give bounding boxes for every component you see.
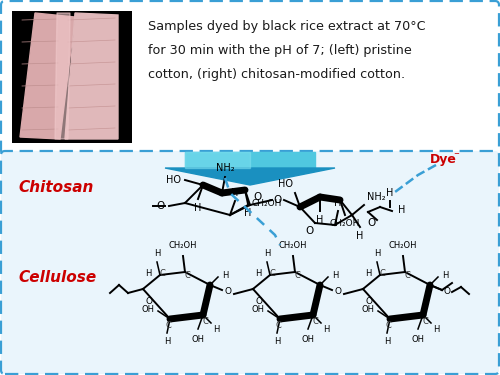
Text: OH: OH — [252, 304, 265, 313]
Text: H: H — [194, 203, 202, 213]
Text: Samples dyed by black rice extract at 70°C
for 30 min with the pH of 7; (left) p: Samples dyed by black rice extract at 70… — [148, 20, 425, 81]
Text: H: H — [323, 325, 330, 334]
Text: C: C — [275, 321, 281, 330]
Text: CH₂OH: CH₂OH — [389, 241, 417, 250]
Text: ⁻: ⁻ — [453, 151, 459, 161]
Text: H: H — [316, 215, 324, 225]
Text: O: O — [334, 288, 342, 297]
Text: O: O — [255, 297, 262, 306]
Text: OH: OH — [192, 335, 204, 344]
Text: NH₂: NH₂ — [367, 192, 386, 202]
Text: H: H — [384, 337, 390, 346]
FancyBboxPatch shape — [12, 11, 132, 143]
Polygon shape — [20, 13, 75, 139]
Text: C: C — [379, 268, 385, 278]
Text: O: O — [145, 297, 152, 306]
Text: H: H — [374, 249, 380, 258]
Text: CH₂OH: CH₂OH — [169, 241, 197, 250]
Polygon shape — [165, 168, 335, 185]
Text: O: O — [367, 218, 375, 228]
Text: C: C — [165, 321, 171, 330]
Text: C: C — [404, 272, 410, 280]
FancyBboxPatch shape — [1, 151, 499, 374]
Text: H: H — [264, 249, 270, 258]
Text: H: H — [255, 268, 261, 278]
Text: OH: OH — [412, 335, 424, 344]
Text: O: O — [254, 192, 262, 202]
Text: O: O — [157, 201, 165, 211]
Text: H: H — [145, 268, 151, 278]
Text: HO: HO — [166, 175, 181, 185]
Text: C: C — [385, 321, 391, 330]
Text: H: H — [356, 231, 364, 241]
Text: CH₂OH: CH₂OH — [279, 241, 307, 250]
Polygon shape — [185, 152, 315, 168]
FancyBboxPatch shape — [1, 1, 499, 154]
Text: H: H — [213, 325, 220, 334]
Text: H: H — [232, 188, 238, 198]
Text: OH: OH — [362, 304, 375, 313]
Text: H: H — [164, 337, 170, 346]
Text: H: H — [244, 208, 252, 218]
Text: Dye: Dye — [430, 153, 457, 166]
Polygon shape — [65, 13, 118, 139]
Text: H: H — [386, 188, 394, 198]
Text: O: O — [444, 286, 450, 296]
Text: H: H — [274, 337, 280, 346]
Text: Cellulose: Cellulose — [18, 270, 96, 285]
Text: NH₂: NH₂ — [216, 163, 234, 173]
Polygon shape — [55, 13, 70, 139]
Text: O: O — [224, 288, 232, 297]
Text: OH: OH — [142, 304, 155, 313]
Text: H: H — [433, 325, 440, 334]
Text: C: C — [422, 317, 428, 326]
Text: CH₂OH: CH₂OH — [252, 198, 282, 207]
Text: H: H — [332, 270, 338, 279]
Text: CH₂OH: CH₂OH — [330, 219, 360, 228]
Text: H: H — [334, 198, 342, 208]
Text: H: H — [442, 270, 448, 279]
Text: H: H — [398, 205, 406, 215]
Text: C: C — [202, 317, 208, 326]
Polygon shape — [185, 152, 250, 168]
Text: O: O — [365, 297, 372, 306]
Text: HO: HO — [278, 179, 293, 189]
Text: C: C — [294, 272, 300, 280]
Text: H: H — [222, 270, 228, 279]
Text: O: O — [306, 226, 314, 236]
Text: C: C — [269, 268, 275, 278]
Text: H: H — [154, 249, 160, 258]
Text: C: C — [159, 268, 165, 278]
Text: Chitosan: Chitosan — [18, 180, 94, 195]
Text: OH: OH — [302, 335, 314, 344]
Text: C: C — [184, 272, 190, 280]
Text: O: O — [274, 195, 282, 205]
Text: C: C — [312, 317, 318, 326]
Text: H: H — [365, 268, 371, 278]
